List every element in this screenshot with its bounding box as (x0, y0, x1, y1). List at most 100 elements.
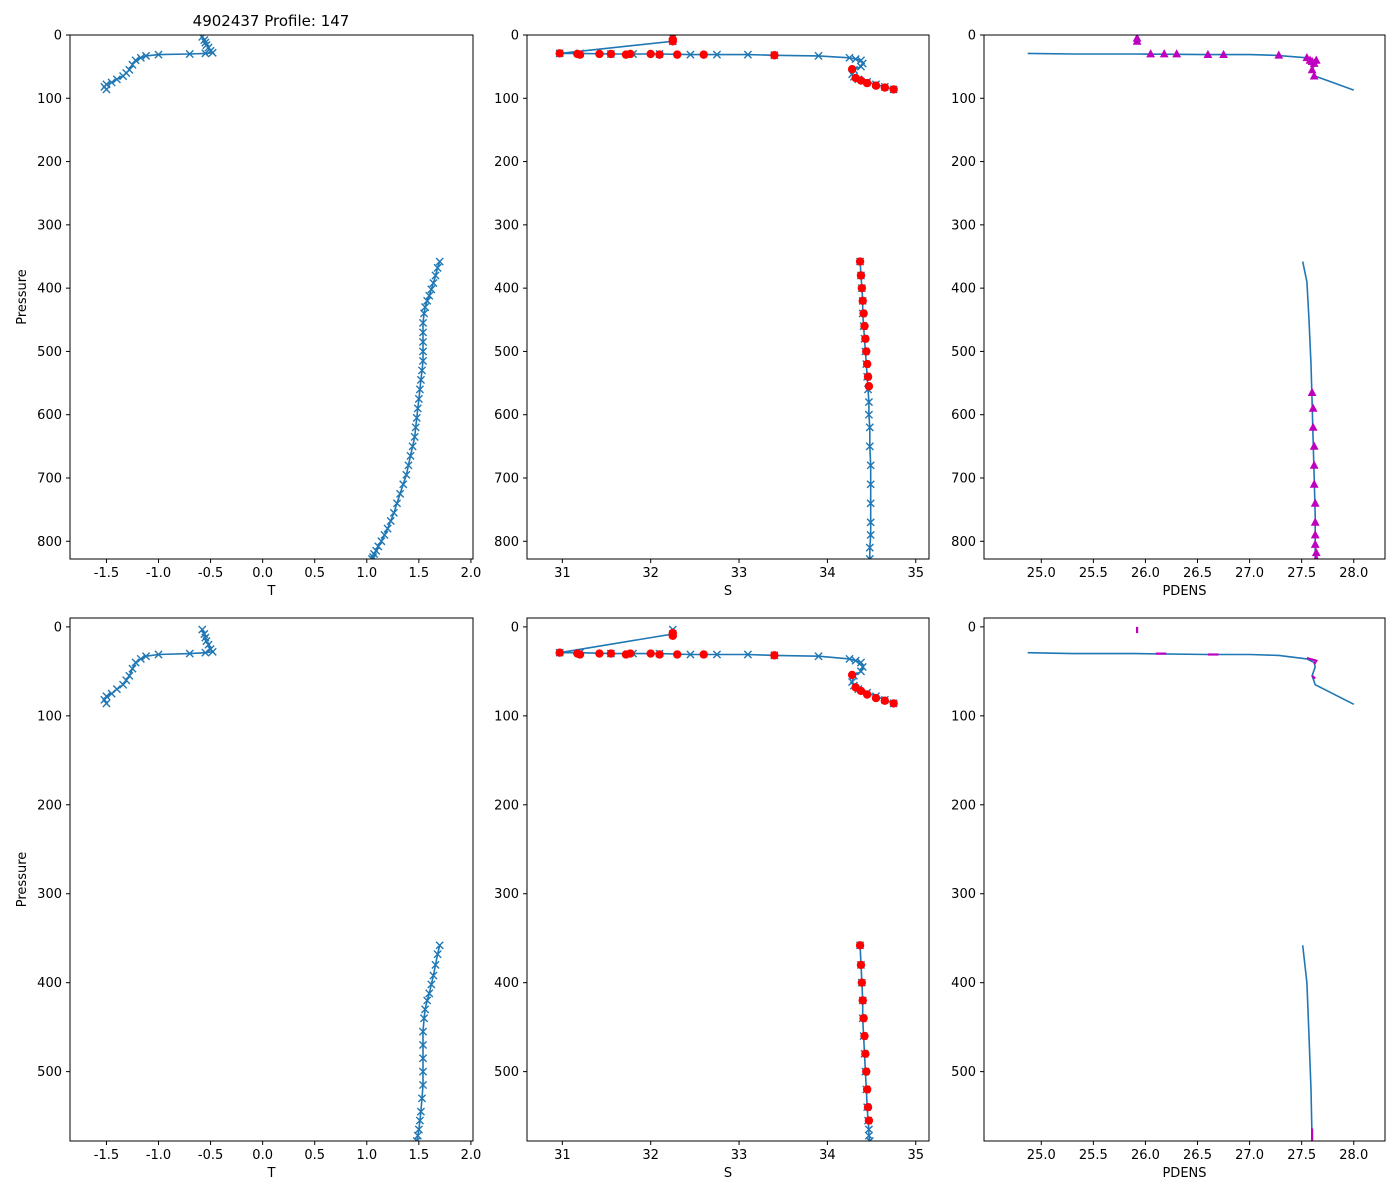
x-marker (433, 263, 442, 272)
x-marker (125, 671, 134, 680)
x-marker (416, 1107, 426, 1116)
x-tick-label: 26.5 (1183, 1148, 1212, 1163)
x-marker (402, 470, 411, 479)
x-marker (413, 404, 422, 413)
y-tick-label: 400 (37, 976, 62, 991)
flag-triangle-marker (1308, 422, 1318, 431)
flag-segment (1311, 674, 1316, 680)
flag-circle-marker (595, 649, 604, 658)
y-tick-label: 400 (951, 976, 976, 991)
x-marker (386, 516, 395, 526)
y-tick-label: 200 (951, 155, 976, 170)
flag-circle-marker (862, 690, 872, 699)
x-marker (208, 647, 217, 656)
x-marker (431, 271, 440, 280)
flag-circle-marker (856, 271, 866, 280)
flag-triangle-marker (1309, 460, 1319, 469)
flag-circle-marker (889, 85, 898, 94)
flag-triangle-marker (1311, 55, 1321, 64)
x-marker (416, 375, 426, 384)
x-tick-label: 25.0 (1027, 566, 1056, 581)
y-tick-label: 400 (494, 282, 519, 297)
x-marker (122, 676, 131, 685)
x-marker (418, 337, 428, 347)
x-marker (119, 680, 128, 689)
x-tick-label: 35 (907, 566, 924, 581)
flag-triangle-marker (1308, 403, 1318, 412)
x-marker (743, 50, 752, 59)
x-axis-label: PDENS (1162, 1166, 1206, 1181)
y-tick-label: 400 (951, 282, 976, 297)
x-tick-label: 2.0 (461, 566, 482, 581)
flag-triangle-marker (1172, 49, 1182, 58)
series-line (416, 945, 441, 1141)
x-marker (856, 667, 866, 676)
flag-circle-marker (606, 649, 616, 658)
flag-circle-marker (856, 960, 866, 970)
x-marker (141, 51, 151, 60)
y-tick-label: 0 (968, 29, 976, 44)
x-marker (406, 451, 415, 460)
axes-frame (526, 34, 930, 560)
plot-grid: -1.5 -1.0 -0.5 0.0 0.5 1.0 1.5 2.0 0 100 200 300 400… (15, 29, 1386, 1181)
x-tick-label: -0.5 (198, 1148, 223, 1163)
x-marker (866, 461, 875, 470)
y-tick-label: 400 (494, 976, 519, 991)
x-marker (414, 394, 423, 403)
x-marker (814, 51, 823, 60)
x-marker (154, 650, 163, 659)
flag-circle-marker (655, 650, 664, 659)
x-tick-label: 28.0 (1339, 1148, 1368, 1163)
x-marker (389, 508, 398, 517)
figure-title: 4902437 Profile: 147 (193, 12, 350, 30)
x-marker (417, 366, 427, 375)
flag-circle-marker (855, 257, 865, 266)
flag-circle-marker (858, 996, 867, 1005)
y-tick-label: 800 (37, 535, 62, 550)
x-tick-label: 27.5 (1287, 1148, 1316, 1163)
x-marker (417, 1094, 427, 1103)
flag-circle-marker (699, 650, 708, 659)
x-marker (865, 543, 874, 552)
x-marker (392, 499, 402, 508)
x-tick-label: 25.5 (1079, 1148, 1108, 1163)
axes-frame (983, 617, 1386, 1142)
y-tick-label: 0 (511, 29, 519, 44)
flag-circle-marker (871, 81, 881, 90)
flag-triangle-marker (1219, 49, 1228, 59)
flag-triangle-marker (1159, 49, 1169, 58)
x-tick-label: 0.5 (304, 566, 325, 581)
x-marker (866, 530, 875, 540)
x-tick-label: -1.0 (146, 566, 171, 581)
flag-circle-marker (862, 1067, 871, 1076)
plot-area (100, 625, 444, 1141)
x-marker (198, 625, 207, 634)
y-tick-label: 0 (968, 620, 976, 635)
plot-area (1027, 626, 1355, 1141)
flag-circle-marker (606, 49, 616, 59)
y-tick-label: 800 (951, 535, 976, 550)
flag-circle-marker (626, 49, 635, 59)
flag-triangle-marker (1310, 517, 1320, 526)
x-marker (435, 941, 444, 950)
x-marker (185, 649, 194, 658)
flag-triangle-marker (1310, 498, 1320, 507)
axes-frame (526, 617, 930, 1142)
x-marker (429, 278, 438, 288)
y-tick-label: 200 (494, 155, 519, 170)
x-marker (141, 652, 151, 661)
flag-circle-marker (860, 1031, 869, 1041)
x-marker (866, 518, 875, 527)
axes-frame (983, 34, 1386, 560)
y-tick-label: 500 (494, 1065, 519, 1080)
series-line (1301, 945, 1313, 1141)
flag-circle-marker (856, 686, 866, 696)
x-tick-label: 27.5 (1287, 566, 1316, 581)
y-tick-label: 0 (54, 620, 62, 635)
x-marker (418, 356, 428, 366)
x-marker (423, 996, 432, 1005)
flag-circle-marker (672, 650, 682, 659)
x-tick-label: 26.0 (1131, 566, 1160, 581)
flag-circle-marker (863, 372, 873, 381)
